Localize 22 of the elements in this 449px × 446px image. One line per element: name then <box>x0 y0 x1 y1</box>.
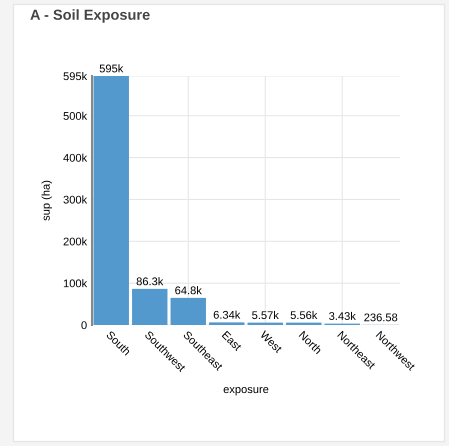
y-tick-label: 400k <box>63 154 88 162</box>
data-label: 5.56k <box>290 310 318 320</box>
y-tick-label: 200k <box>64 237 88 246</box>
y-tick-label: 0 <box>81 321 87 330</box>
data-label: 86.3k <box>136 277 164 286</box>
y-tick-label: 595k <box>63 72 88 80</box>
data-label: 6.34k <box>214 310 240 319</box>
bar <box>209 322 244 325</box>
y-tick-label: 300k <box>63 195 88 204</box>
y-tick-label: 100k <box>64 279 88 288</box>
data-label: 595k <box>100 64 124 72</box>
data-label: 5.57k <box>252 310 279 320</box>
x-axis-title: exposure <box>224 387 268 396</box>
bar <box>94 76 129 325</box>
data-label: 64.8k <box>175 286 202 294</box>
y-tick-label: 500k <box>63 112 88 120</box>
chart-title: A - Soil Exposure <box>30 9 150 23</box>
data-label: 3.43k <box>329 312 356 320</box>
data-label: 236.58 <box>364 313 398 322</box>
bar <box>170 298 206 325</box>
y-axis-title: sup (ha) <box>42 180 52 221</box>
bar <box>132 288 168 325</box>
